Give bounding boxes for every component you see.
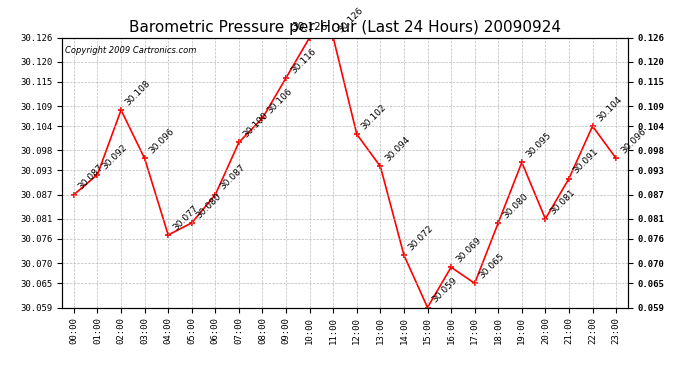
Text: 30.106: 30.106 (265, 87, 294, 116)
Text: 30.081: 30.081 (548, 188, 577, 216)
Text: 30.072: 30.072 (406, 224, 435, 252)
Text: 30.095: 30.095 (524, 131, 553, 160)
Text: 30.091: 30.091 (572, 147, 600, 176)
Text: 30.126: 30.126 (336, 6, 364, 35)
Text: 30.100: 30.100 (241, 111, 270, 140)
Text: 30.080: 30.080 (195, 191, 224, 220)
Text: 30.096: 30.096 (148, 127, 176, 156)
Text: 30.065: 30.065 (477, 252, 506, 280)
Text: 30.087: 30.087 (218, 163, 247, 192)
Text: 30.102: 30.102 (359, 103, 388, 132)
Title: Barometric Pressure per Hour (Last 24 Hours) 20090924: Barometric Pressure per Hour (Last 24 Ho… (129, 20, 561, 35)
Text: 30.104: 30.104 (595, 95, 624, 123)
Text: 30.116: 30.116 (289, 46, 317, 75)
Text: 30.108: 30.108 (124, 78, 152, 107)
Text: 30.080: 30.080 (501, 191, 530, 220)
Text: 30.096: 30.096 (619, 127, 648, 156)
Text: 30.087: 30.087 (77, 163, 106, 192)
Text: 30.092: 30.092 (100, 143, 129, 172)
Text: 30.094: 30.094 (383, 135, 412, 164)
Text: 30.077: 30.077 (171, 204, 199, 232)
Text: Copyright 2009 Cartronics.com: Copyright 2009 Cartronics.com (65, 46, 196, 55)
Text: 30.069: 30.069 (454, 236, 482, 264)
Text: 30.126: 30.126 (291, 22, 328, 32)
Text: 30.059: 30.059 (431, 276, 459, 305)
